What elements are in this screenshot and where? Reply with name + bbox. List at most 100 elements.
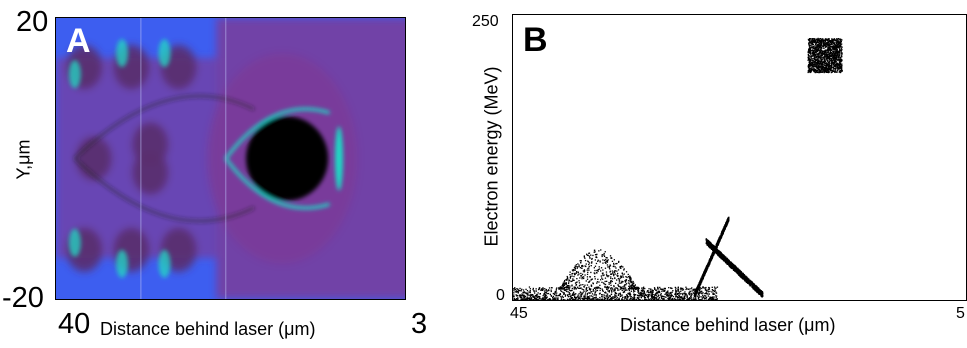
scatter-point	[634, 284, 636, 286]
scatter-point	[689, 290, 691, 292]
scatter-point	[582, 265, 584, 267]
scatter-point	[648, 292, 650, 294]
scatter-point	[553, 299, 555, 300]
scatter-point	[552, 295, 555, 298]
scatter-point	[596, 281, 599, 283]
scatter-point	[580, 292, 582, 294]
scatter-point	[688, 288, 690, 290]
scatter-point	[597, 270, 599, 272]
scatter-point	[756, 291, 758, 293]
scatter-point	[587, 292, 589, 295]
scatter-point	[589, 292, 591, 294]
scatter-point	[702, 296, 704, 298]
scatter-point	[607, 286, 609, 288]
scatter-point	[707, 289, 709, 291]
scatter-point	[690, 297, 692, 299]
scatter-point	[810, 58, 812, 61]
scatter-point	[517, 298, 519, 300]
scatter-point	[560, 290, 562, 292]
scatter-point	[526, 296, 529, 298]
scatter-point	[610, 280, 612, 282]
scatter-point	[578, 282, 581, 284]
scatter-point	[529, 295, 531, 297]
scatter-point	[590, 254, 592, 256]
scatter-point	[530, 293, 532, 296]
scatter-point	[529, 288, 531, 290]
scatter-point	[724, 258, 726, 260]
scatter-point	[664, 289, 666, 291]
scatter-point	[700, 292, 702, 294]
scatter-point	[707, 293, 709, 295]
scatter-point	[609, 295, 611, 297]
scatter-point	[602, 278, 604, 280]
scatter-point	[705, 292, 707, 294]
scatter-point	[593, 297, 595, 299]
scatter-point	[629, 285, 631, 287]
scatter-point	[591, 293, 594, 295]
scatter-point	[569, 277, 572, 279]
scatter-point	[543, 296, 546, 298]
scatter-point	[521, 293, 523, 295]
scatter-point	[593, 249, 596, 252]
scatter-point	[534, 297, 537, 299]
scatter-point	[688, 293, 690, 295]
scatter-point	[573, 279, 575, 281]
scatter-point	[565, 279, 567, 281]
scatter-point	[544, 295, 546, 297]
scatter-point	[743, 278, 745, 280]
scatter-point	[707, 295, 709, 297]
scatter-point	[572, 278, 574, 280]
scatter-point	[702, 275, 705, 278]
scatter-point	[616, 296, 618, 299]
scatter-point	[529, 299, 531, 300]
scatter-point	[632, 285, 634, 287]
scatter-point	[680, 290, 682, 292]
scatter-point	[748, 279, 750, 281]
scatter-point	[599, 261, 601, 263]
scatter-point	[707, 288, 710, 290]
scatter-point	[722, 258, 725, 260]
scatter-point	[590, 284, 592, 286]
scatter-point	[625, 276, 627, 278]
scatter-point	[587, 260, 589, 262]
scatter-point	[637, 298, 639, 300]
scatter-point	[724, 228, 726, 230]
scatter-point	[589, 297, 591, 299]
scatter-point	[584, 257, 586, 259]
scatter-point	[714, 288, 716, 290]
scatter-point	[568, 288, 570, 290]
scatter-point	[566, 275, 568, 278]
scatter-point	[572, 292, 575, 294]
scatter-point	[554, 291, 556, 293]
scatter-point	[590, 291, 592, 293]
scatter-point	[744, 280, 746, 282]
scatter-point	[644, 287, 646, 290]
scatter-point	[650, 288, 652, 290]
scatter-point	[692, 292, 694, 294]
scatter-point	[730, 261, 732, 263]
scatter-point	[708, 263, 710, 265]
panel-a-x-axis-title: Distance behind laser (μm)	[100, 319, 316, 339]
scatter-point	[706, 299, 708, 300]
scatter-point	[823, 69, 825, 71]
scatter-point	[621, 287, 623, 289]
scatter-point	[706, 266, 708, 268]
scatter-point	[670, 287, 672, 289]
scatter-point	[728, 264, 730, 266]
scatter-point	[545, 298, 547, 300]
scatter-point	[579, 277, 581, 279]
scatter-point	[575, 281, 577, 284]
scatter-point	[706, 290, 708, 292]
scatter-point	[639, 293, 641, 296]
scatter-point	[581, 276, 583, 278]
scatter-point	[580, 272, 582, 275]
scatter-point	[684, 297, 686, 300]
scatter-point	[642, 295, 644, 298]
scatter-point	[586, 278, 589, 280]
scatter-point	[706, 242, 709, 244]
scatter-point	[702, 292, 704, 294]
scatter-point	[608, 265, 610, 267]
scatter-point	[641, 289, 644, 291]
scatter-point	[721, 236, 723, 238]
scatter-point	[534, 294, 537, 297]
